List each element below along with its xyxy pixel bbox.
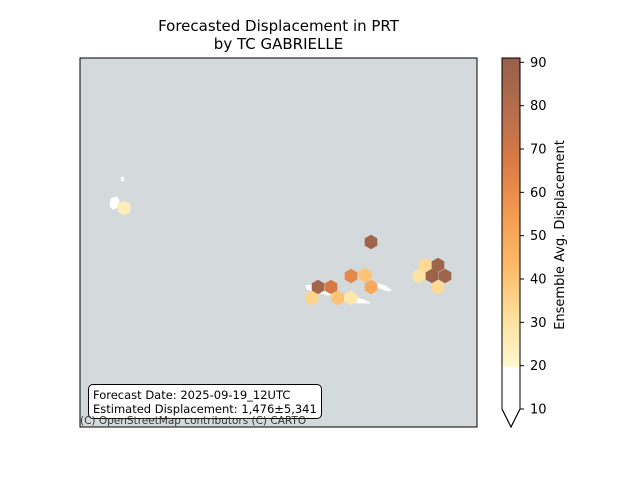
colorbar: 10 20 30 40 50 60 70 80 90 Ensemble Avg. Displac… (501, 56, 568, 429)
hex-east-6[interactable] (431, 279, 445, 295)
colorbar-label: Ensemble Avg. Displacement (553, 140, 568, 330)
forecast-info-box: Forecast Date: 2025-09-19_12UTC Estimate… (88, 384, 322, 419)
colorbar-tick-label: 90 (530, 56, 547, 71)
island-west-small (109, 196, 120, 210)
hex-east-5[interactable] (438, 268, 452, 284)
map-frame (79, 57, 478, 428)
hex-central-6[interactable] (305, 290, 319, 306)
colorbar-tick-label: 60 (530, 186, 547, 201)
colorbar-below-range-segment (502, 366, 520, 409)
map-title: Forecasted Displacement in PRT by TC GAB… (80, 17, 477, 53)
colorbar-ticks: 10 20 30 40 50 60 70 80 90 (520, 56, 547, 418)
hex-central-5[interactable] (364, 279, 378, 295)
hex-east-2[interactable] (431, 257, 445, 273)
hex-central-4[interactable] (324, 279, 338, 295)
colorbar-tick-label: 50 (530, 229, 547, 244)
hex-central-2[interactable] (358, 267, 372, 283)
hex-east-3[interactable] (412, 268, 426, 284)
forecast-date-text: Forecast Date: 2025-09-19_12UTC (93, 388, 291, 402)
colorbar-gradient-bar (502, 58, 520, 367)
hex-central-7[interactable] (331, 290, 345, 306)
hex-west-island[interactable] (117, 200, 131, 216)
colorbar-extend-triangle (501, 408, 521, 429)
estimated-displacement-text: Estimated Displacement: 1,476±5,341 (93, 402, 317, 416)
colorbar-tick-label: 20 (530, 359, 547, 374)
hexbin-layer (117, 200, 452, 306)
hex-east-1[interactable] (418, 257, 432, 273)
colorbar-tick-label: 30 (530, 316, 547, 331)
map-title-line-1: Forecasted Displacement in PRT (158, 17, 399, 35)
hex-central-1[interactable] (344, 268, 358, 284)
colorbar-tick-label: 10 (530, 403, 547, 418)
hex-east-4[interactable] (425, 268, 439, 284)
colorbar-tick-label: 70 (530, 143, 547, 158)
colorbar-tick-label: 80 (530, 99, 547, 114)
colorbar-outline (501, 57, 521, 429)
map-attribution: (C) OpenStreetMap contributors (C) CARTO (80, 415, 307, 427)
map-background[interactable] (80, 58, 477, 427)
hex-central-8[interactable] (344, 290, 358, 306)
hex-central-north[interactable] (364, 234, 378, 250)
hex-central-3[interactable] (311, 279, 325, 295)
island-west-islet (120, 176, 125, 182)
colorbar-tick-label: 40 (530, 273, 547, 288)
map-title-line-2: by TC GABRIELLE (213, 35, 344, 53)
